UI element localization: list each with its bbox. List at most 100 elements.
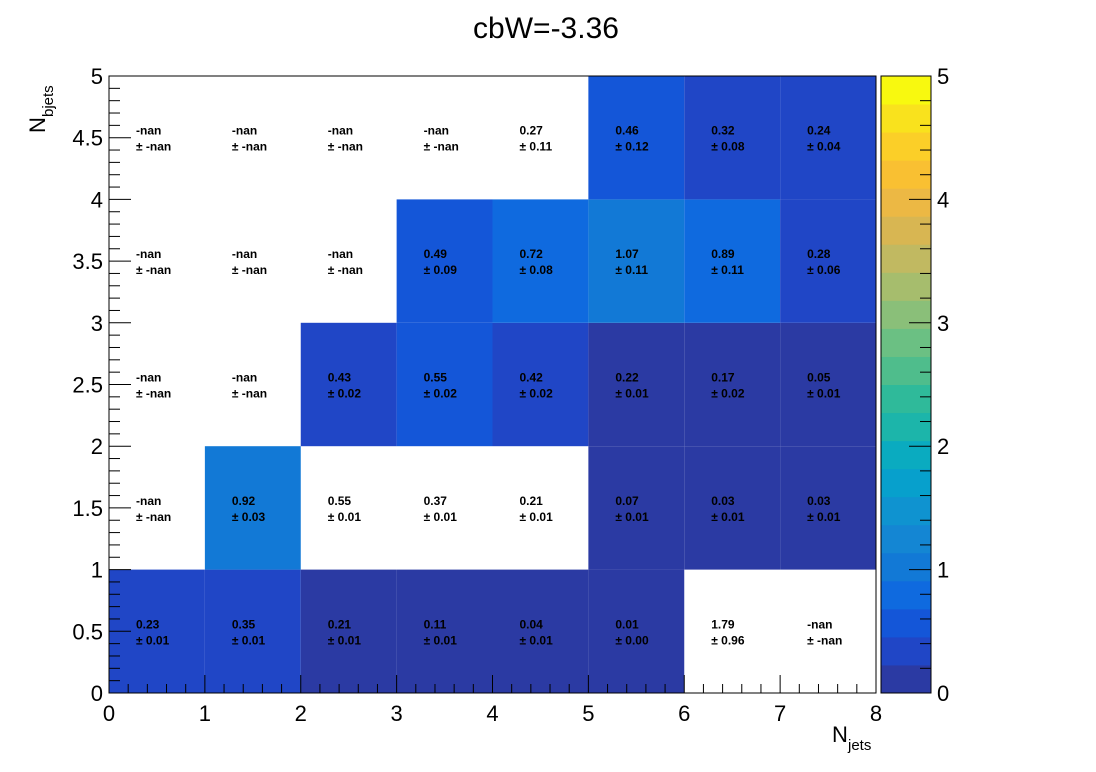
cell-error-label: ± 0.01 <box>232 633 266 647</box>
cell-value-label: 0.27 <box>520 124 544 138</box>
heatmap-cell <box>588 446 685 570</box>
y-tick-label: 1 <box>91 558 103 583</box>
color-scale-swatch <box>881 552 931 582</box>
cell-value-label: 0.23 <box>136 617 160 631</box>
cell-value-label: 0.07 <box>615 494 639 508</box>
y-tick-label: 2 <box>91 434 103 459</box>
z-tick-label: 2 <box>937 434 949 459</box>
cell-value-label: 0.92 <box>232 494 256 508</box>
color-scale-swatch <box>881 440 931 470</box>
cell-value-label: 0.46 <box>615 124 639 138</box>
cell-value-label: 0.49 <box>424 247 448 261</box>
cell-error-label: ± 0.01 <box>615 387 649 401</box>
cell-error-label: ± 0.01 <box>328 510 362 524</box>
x-tick-label: 4 <box>486 701 498 726</box>
cell-error-label: ± 0.11 <box>615 263 648 277</box>
cell-value-label: -nan <box>136 124 161 138</box>
z-tick-label: 1 <box>937 558 949 583</box>
cell-error-label: ± 0.12 <box>615 140 649 154</box>
cell-value-label: 0.37 <box>424 494 448 508</box>
color-scale-swatch <box>881 384 931 414</box>
y-tick-label: 3.5 <box>72 249 103 274</box>
color-scale-swatch <box>881 496 931 526</box>
cell-error-label: ± 0.11 <box>711 263 744 277</box>
color-scale-swatch <box>881 300 931 329</box>
cell-value-label: 0.22 <box>615 371 639 385</box>
color-scale-swatch <box>881 216 931 245</box>
cell-error-label: ± 0.01 <box>807 510 841 524</box>
color-scale-swatch <box>881 132 931 161</box>
color-scale-swatch <box>881 328 931 357</box>
cell-error-label: ± 0.01 <box>711 510 745 524</box>
x-tick-label: 3 <box>391 701 403 726</box>
cell-error-label: ± 0.01 <box>615 510 649 524</box>
y-axis-title: N bjets <box>25 85 57 133</box>
cell-value-label: -nan <box>232 124 257 138</box>
cell-value-label: -nan <box>136 371 161 385</box>
y-tick-label: 4 <box>91 187 103 212</box>
x-tick-label: 7 <box>774 701 786 726</box>
heatmap-cell <box>780 199 876 323</box>
x-tick-label: 8 <box>870 701 882 726</box>
cell-value-label: 0.11 <box>424 617 447 631</box>
heatmap-cell <box>492 569 589 693</box>
y-tick-label: 4.5 <box>72 126 103 151</box>
cell-error-label: ± 0.02 <box>711 387 745 401</box>
cell-value-label: 0.32 <box>711 124 735 138</box>
y-tick-label: 1.5 <box>72 496 103 521</box>
cell-error-label: ± 0.01 <box>520 633 554 647</box>
cell-error-label: ± -nan <box>136 387 171 401</box>
cell-value-label: 0.05 <box>807 371 831 385</box>
y-axis-title-sub: bjets <box>40 85 57 117</box>
cell-value-label: 0.21 <box>520 494 544 508</box>
cell-error-label: ± 0.01 <box>136 633 170 647</box>
color-scale-swatch <box>881 580 931 610</box>
y-tick-label: 5 <box>91 64 103 89</box>
color-scale-swatch <box>881 188 931 217</box>
heatmap-cell <box>396 569 493 693</box>
heatmap-cell <box>684 446 781 570</box>
cell-error-label: ± 0.03 <box>232 510 266 524</box>
cell-value-label: -nan <box>328 247 353 261</box>
x-axis-title: N jets <box>832 722 871 754</box>
color-scale-swatch <box>881 272 931 301</box>
cell-error-label: ± 0.00 <box>615 633 649 647</box>
cell-value-label: 0.28 <box>807 247 831 261</box>
cell-value-label: 0.89 <box>711 247 735 261</box>
x-axis-title-main: N <box>832 722 848 747</box>
y-tick-label: 0 <box>91 681 103 706</box>
cell-error-label: ± -nan <box>136 140 171 154</box>
color-scale-frame <box>880 75 932 694</box>
y-axis-title-main: N <box>25 117 50 133</box>
cell-error-label: ± 0.08 <box>520 263 554 277</box>
x-tick-label: 0 <box>103 701 115 726</box>
cell-error-label: ± 0.04 <box>807 140 841 154</box>
heatmap-cell <box>684 322 781 447</box>
cell-error-label: ± 0.09 <box>424 263 458 277</box>
cell-value-label: 0.17 <box>711 371 735 385</box>
x-tick-label: 2 <box>295 701 307 726</box>
cell-value-label: 1.79 <box>711 617 735 631</box>
heatmap-cell <box>780 446 876 570</box>
color-scale-swatch <box>881 664 931 694</box>
cell-value-label: 0.55 <box>328 494 352 508</box>
heatmap-cell <box>396 199 493 323</box>
color-scale-swatch <box>881 636 931 666</box>
heatmap-cell <box>300 569 397 693</box>
z-tick-label: 3 <box>937 311 949 336</box>
cell-error-label: ± 0.02 <box>424 387 458 401</box>
color-scale-swatch <box>881 356 931 385</box>
heatmap-cell <box>300 322 397 447</box>
cell-error-label: ± 0.01 <box>424 510 458 524</box>
heatmap-cell <box>588 322 685 447</box>
cell-error-label: ± -nan <box>328 140 363 154</box>
cell-error-label: ± -nan <box>232 387 267 401</box>
cell-value-label: -nan <box>807 617 832 631</box>
heatmap-cell <box>492 199 589 323</box>
cell-error-label: ± 0.06 <box>807 263 841 277</box>
z-tick-label: 0 <box>937 681 949 706</box>
x-tick-label: 1 <box>199 701 211 726</box>
cell-value-label: -nan <box>232 247 257 261</box>
heatmap-cells <box>109 76 876 693</box>
heatmap-cell <box>780 322 876 447</box>
